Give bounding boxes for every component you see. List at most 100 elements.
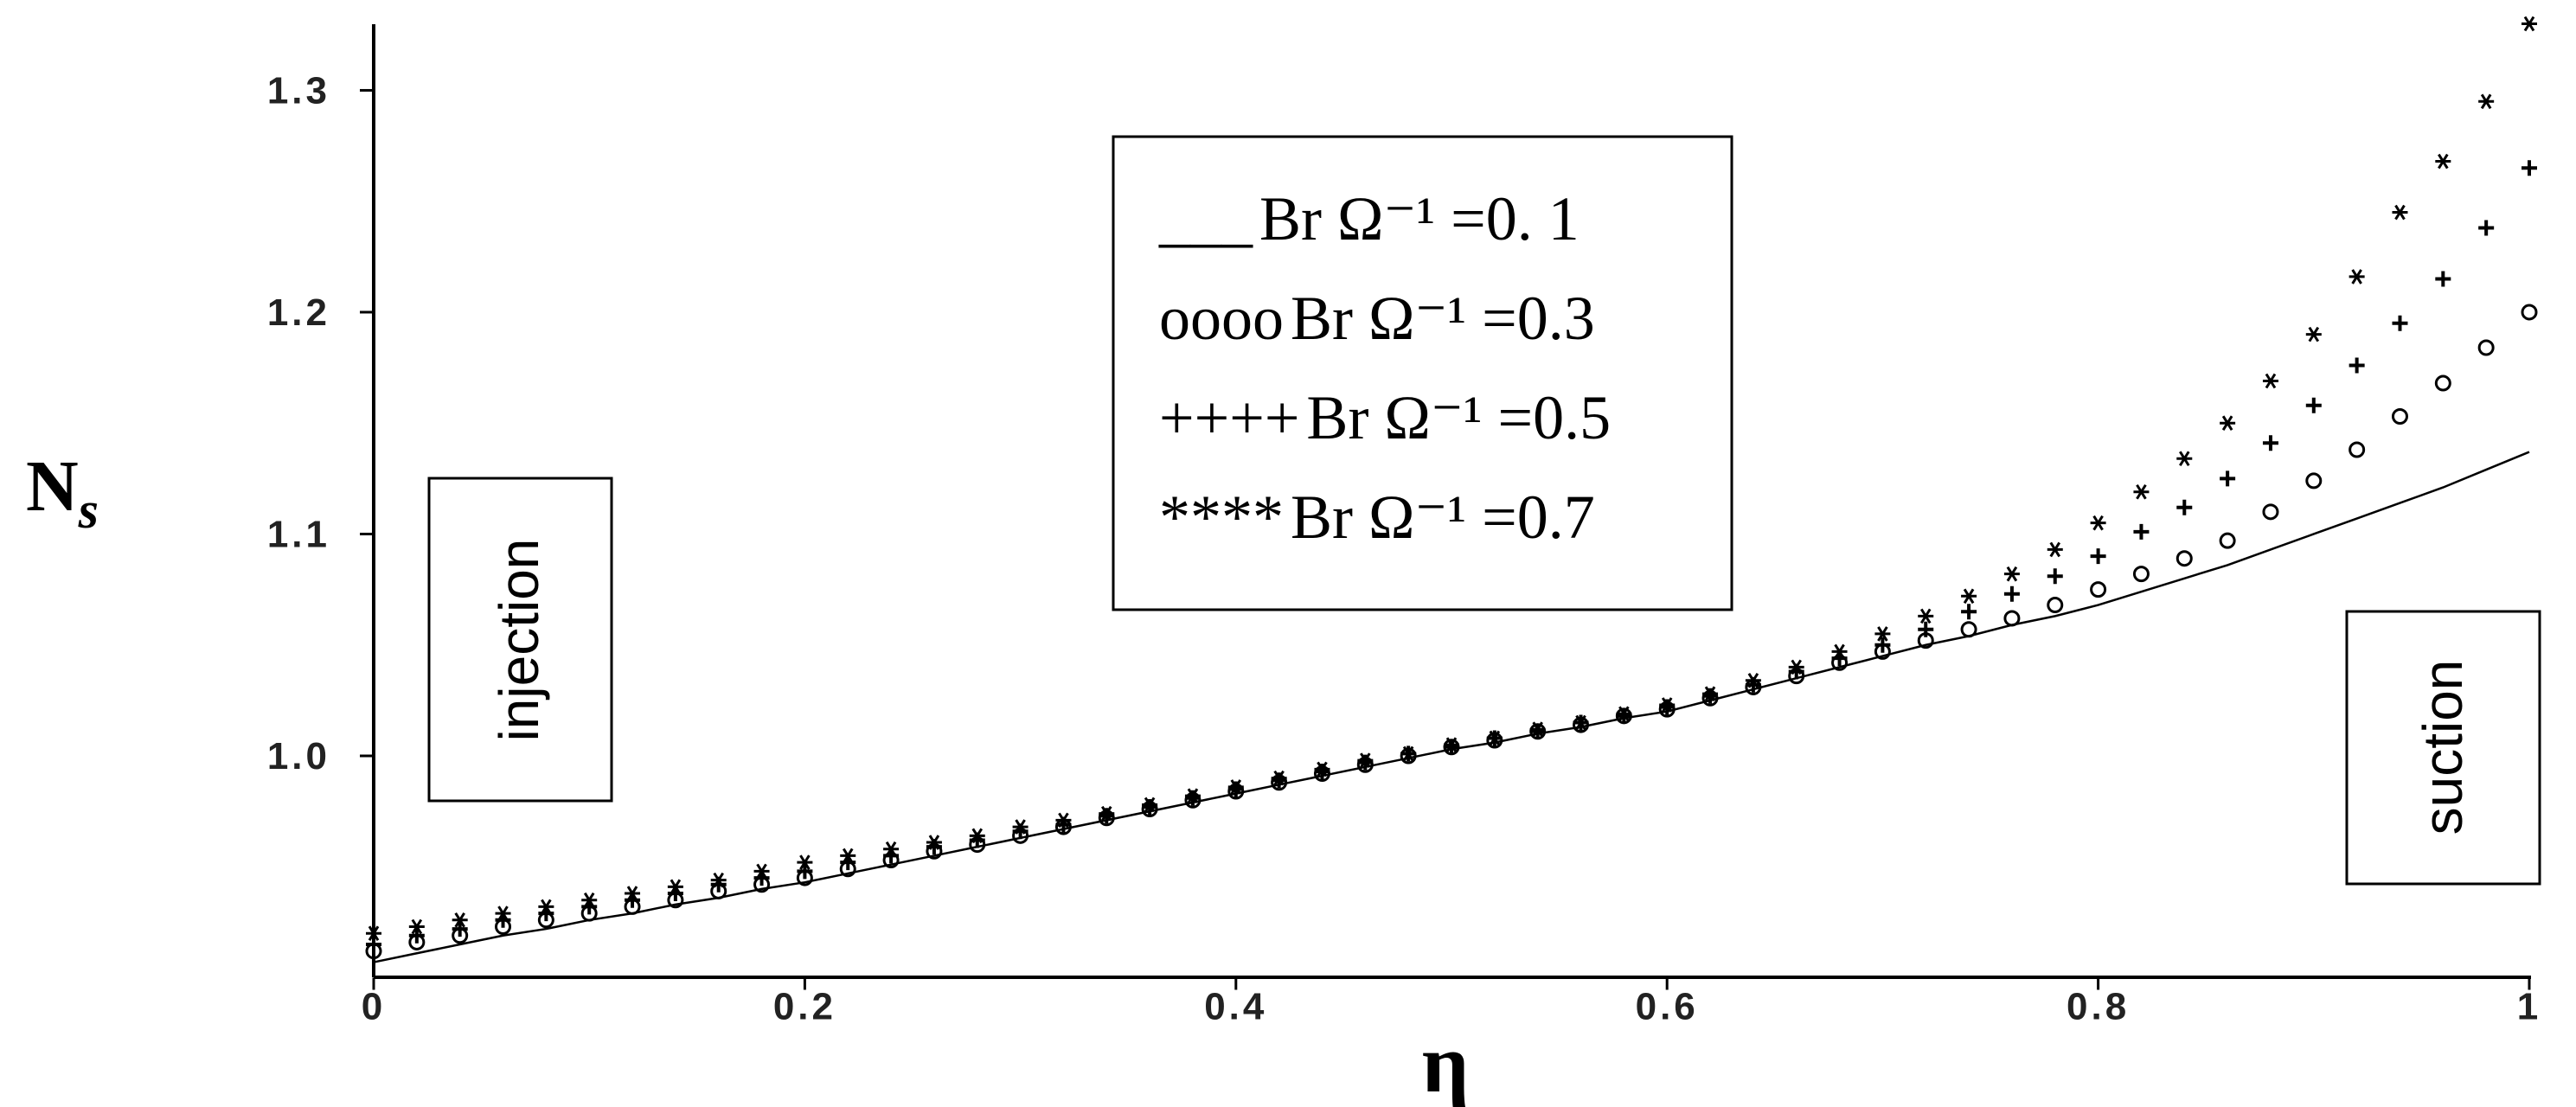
marker xyxy=(2047,568,2063,585)
marker xyxy=(1616,706,1632,722)
marker xyxy=(2349,441,2366,458)
marker xyxy=(2262,373,2278,389)
marker xyxy=(1012,819,1028,835)
marker xyxy=(366,937,381,953)
y-tick-label: 1.1 xyxy=(267,513,330,555)
marker xyxy=(753,863,770,880)
marker xyxy=(2220,415,2236,432)
legend-label: Br Ω⁻¹ =0. 1 xyxy=(1259,184,1580,253)
marker xyxy=(1400,745,1417,762)
legend-label: Br Ω⁻¹ =0.7 xyxy=(1291,483,1595,552)
marker xyxy=(1184,788,1201,803)
annotation: injection xyxy=(488,539,550,742)
marker xyxy=(2133,483,2150,500)
legend-symbol: **** xyxy=(1159,483,1284,552)
marker xyxy=(2434,374,2451,392)
x-axis-label: η xyxy=(1422,1017,1470,1107)
legend-entry: **** Br Ω⁻¹ =0.7 xyxy=(1159,483,1595,552)
marker xyxy=(2262,435,2278,451)
marker xyxy=(408,918,425,935)
marker xyxy=(2522,160,2537,176)
marker xyxy=(2349,357,2365,374)
marker xyxy=(1788,659,1804,675)
marker xyxy=(2521,304,2538,321)
marker xyxy=(2391,408,2408,426)
marker xyxy=(1702,686,1719,701)
marker xyxy=(408,927,425,944)
marker xyxy=(625,886,641,901)
marker xyxy=(538,899,554,915)
marker xyxy=(1918,621,1934,637)
marker xyxy=(1357,752,1374,768)
marker xyxy=(1961,604,1977,620)
marker xyxy=(1745,672,1761,688)
marker xyxy=(1874,637,1891,653)
marker xyxy=(1573,714,1589,731)
annotation-box xyxy=(2345,610,2541,886)
marker xyxy=(1918,608,1934,624)
marker xyxy=(2478,93,2495,110)
marker xyxy=(2219,532,2236,549)
y-label-main: N xyxy=(26,446,79,527)
marker xyxy=(2220,470,2236,487)
marker xyxy=(2090,581,2107,598)
marker xyxy=(2176,451,2193,467)
y-label-sub: s xyxy=(78,482,99,539)
marker xyxy=(2090,548,2106,565)
marker xyxy=(883,841,900,857)
marker xyxy=(1659,697,1676,713)
marker xyxy=(2392,204,2408,221)
marker xyxy=(2349,269,2365,285)
marker xyxy=(2176,499,2193,515)
marker xyxy=(2305,326,2322,342)
marker xyxy=(2262,503,2279,521)
marker xyxy=(366,925,381,941)
marker xyxy=(667,879,683,895)
marker xyxy=(797,863,813,880)
marker xyxy=(1961,588,1977,605)
marker xyxy=(2133,523,2150,540)
x-tick-label: 0.4 xyxy=(1204,986,1267,1028)
marker xyxy=(1444,737,1459,752)
marker xyxy=(2435,153,2451,170)
marker xyxy=(1055,812,1072,829)
legend-entry: oooo Br Ω⁻¹ =0.3 xyxy=(1159,284,1595,353)
legend-label: Br Ω⁻¹ =0.3 xyxy=(1291,284,1595,353)
y-tick-label: 1.2 xyxy=(267,291,330,334)
marker xyxy=(2305,472,2323,490)
marker xyxy=(452,912,468,928)
y-axis-label: Ns xyxy=(26,446,99,539)
legend-entry: ___ Br Ω⁻¹ =0. 1 xyxy=(1158,184,1580,253)
legend-box xyxy=(1112,135,1733,611)
marker xyxy=(2090,515,2106,531)
marker xyxy=(1314,761,1330,777)
marker xyxy=(2003,566,2020,582)
x-tick-label: 0.2 xyxy=(773,986,836,1028)
marker xyxy=(2305,397,2322,413)
marker xyxy=(2047,541,2063,558)
marker xyxy=(1529,721,1546,738)
marker xyxy=(969,828,985,844)
legend-label: Br Ω⁻¹ =0.5 xyxy=(1306,383,1611,452)
marker xyxy=(2176,550,2193,567)
marker xyxy=(452,921,468,937)
annotation-box xyxy=(427,477,613,803)
marker xyxy=(1831,643,1848,660)
legend: ___ Br Ω⁻¹ =0. 1 oooo Br Ω⁻¹ =0.3 ++++ Br Ω⁻¹… xyxy=(1158,184,1611,552)
marker xyxy=(1271,770,1287,786)
marker xyxy=(2003,585,2020,602)
marker xyxy=(581,892,598,908)
x-tick-label: 0.6 xyxy=(1636,986,1699,1028)
marker xyxy=(495,905,511,921)
y-tick-label: 1.3 xyxy=(267,69,330,112)
x-tick-label: 1 xyxy=(2517,986,2541,1028)
marker xyxy=(1227,779,1244,795)
marker xyxy=(1099,805,1115,822)
marker xyxy=(2392,315,2408,331)
marker xyxy=(840,848,856,864)
y-tick-label: 1.0 xyxy=(267,735,330,777)
x-tick-label: 0 xyxy=(362,986,386,1028)
legend-entry: ++++ Br Ω⁻¹ =0.5 xyxy=(1159,383,1611,452)
marker xyxy=(1960,621,1977,638)
